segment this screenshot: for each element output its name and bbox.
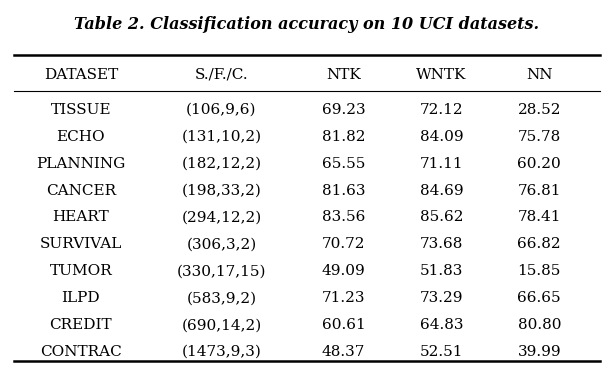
Text: 76.81: 76.81 xyxy=(518,184,561,198)
Text: (690,14,2): (690,14,2) xyxy=(181,318,262,332)
Text: 60.20: 60.20 xyxy=(518,157,561,171)
Text: CANCER: CANCER xyxy=(46,184,116,198)
Text: WNTK: WNTK xyxy=(416,68,467,82)
Text: NN: NN xyxy=(526,68,553,82)
Text: 71.11: 71.11 xyxy=(419,157,464,171)
Text: 39.99: 39.99 xyxy=(518,345,561,359)
Text: 84.09: 84.09 xyxy=(419,130,464,144)
Text: 84.69: 84.69 xyxy=(419,184,464,198)
Text: 70.72: 70.72 xyxy=(322,238,365,251)
Text: 80.80: 80.80 xyxy=(518,318,561,332)
Text: TISSUE: TISSUE xyxy=(50,103,111,117)
Text: 49.09: 49.09 xyxy=(322,264,365,278)
Text: NTK: NTK xyxy=(326,68,361,82)
Text: (583,9,2): (583,9,2) xyxy=(187,291,257,305)
Text: 83.56: 83.56 xyxy=(322,211,365,225)
Text: ILPD: ILPD xyxy=(61,291,100,305)
Text: PLANNING: PLANNING xyxy=(36,157,125,171)
Text: 69.23: 69.23 xyxy=(322,103,365,117)
Text: Table 2. Classification accuracy on 10 UCI datasets.: Table 2. Classification accuracy on 10 U… xyxy=(74,16,540,33)
Text: DATASET: DATASET xyxy=(44,68,118,82)
Text: 48.37: 48.37 xyxy=(322,345,365,359)
Text: 28.52: 28.52 xyxy=(518,103,561,117)
Text: ECHO: ECHO xyxy=(56,130,105,144)
Text: SURVIVAL: SURVIVAL xyxy=(40,238,122,251)
Text: 73.29: 73.29 xyxy=(420,291,463,305)
Text: TUMOR: TUMOR xyxy=(50,264,112,278)
Text: 15.85: 15.85 xyxy=(518,264,561,278)
Text: CONTRAC: CONTRAC xyxy=(40,345,122,359)
Text: 66.65: 66.65 xyxy=(518,291,561,305)
Text: 65.55: 65.55 xyxy=(322,157,365,171)
Text: 72.12: 72.12 xyxy=(419,103,464,117)
Text: 81.82: 81.82 xyxy=(322,130,365,144)
Text: HEART: HEART xyxy=(52,211,109,225)
Text: 71.23: 71.23 xyxy=(322,291,365,305)
Text: 78.41: 78.41 xyxy=(518,211,561,225)
Text: (1473,9,3): (1473,9,3) xyxy=(182,345,262,359)
Text: CREDIT: CREDIT xyxy=(50,318,112,332)
Text: (182,12,2): (182,12,2) xyxy=(181,157,262,171)
Text: 75.78: 75.78 xyxy=(518,130,561,144)
Text: (198,33,2): (198,33,2) xyxy=(182,184,262,198)
Text: (131,10,2): (131,10,2) xyxy=(181,130,262,144)
Text: (306,3,2): (306,3,2) xyxy=(186,238,257,251)
Text: 66.82: 66.82 xyxy=(518,238,561,251)
Text: S./F./C.: S./F./C. xyxy=(195,68,248,82)
Text: 60.61: 60.61 xyxy=(322,318,365,332)
Text: 85.62: 85.62 xyxy=(420,211,463,225)
Text: 64.83: 64.83 xyxy=(420,318,463,332)
Text: (106,9,6): (106,9,6) xyxy=(186,103,257,117)
Text: 51.83: 51.83 xyxy=(420,264,463,278)
Text: (294,12,2): (294,12,2) xyxy=(181,211,262,225)
Text: 52.51: 52.51 xyxy=(420,345,463,359)
Text: (330,17,15): (330,17,15) xyxy=(177,264,266,278)
Text: 73.68: 73.68 xyxy=(420,238,463,251)
Text: 81.63: 81.63 xyxy=(322,184,365,198)
